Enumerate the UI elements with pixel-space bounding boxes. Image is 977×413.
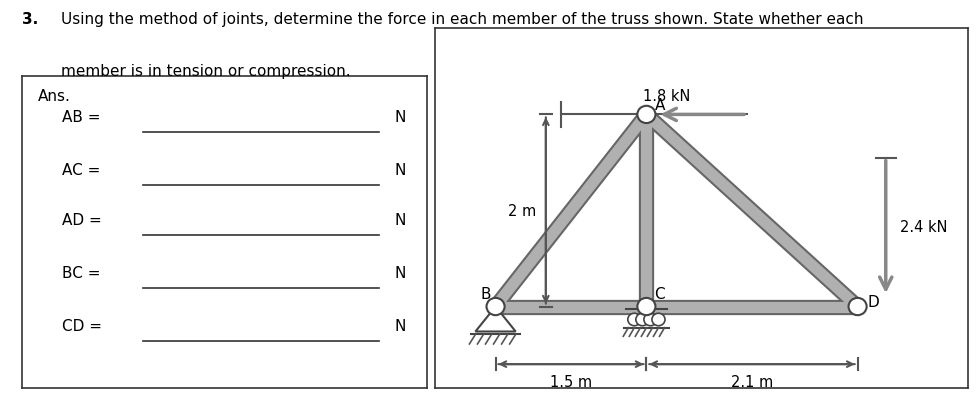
Circle shape — [635, 313, 649, 326]
Circle shape — [637, 107, 655, 124]
Circle shape — [627, 313, 640, 326]
Text: N: N — [395, 213, 405, 228]
Text: AB =: AB = — [63, 110, 101, 125]
Text: 1.5 m: 1.5 m — [549, 374, 591, 389]
Text: BC =: BC = — [63, 266, 101, 281]
Polygon shape — [475, 307, 515, 332]
Text: CD =: CD = — [63, 319, 102, 334]
Circle shape — [486, 298, 504, 316]
Text: 3.: 3. — [21, 12, 38, 27]
Text: C: C — [654, 286, 664, 301]
Text: N: N — [395, 163, 405, 178]
Text: B: B — [480, 286, 490, 301]
Text: N: N — [395, 319, 405, 334]
Circle shape — [637, 298, 655, 316]
Text: Using the method of joints, determine the force in each member of the truss show: Using the method of joints, determine th… — [61, 12, 863, 27]
Text: 2 m: 2 m — [507, 204, 535, 218]
Text: N: N — [395, 110, 405, 125]
Text: AC =: AC = — [63, 163, 101, 178]
Text: AD =: AD = — [63, 213, 102, 228]
Circle shape — [652, 313, 664, 326]
Text: 2.1 m: 2.1 m — [730, 374, 773, 389]
Text: A: A — [654, 97, 664, 112]
Circle shape — [643, 313, 657, 326]
Text: Ans.: Ans. — [38, 89, 70, 104]
Text: 1.8 kN: 1.8 kN — [642, 89, 690, 104]
Text: 2.4 kN: 2.4 kN — [899, 220, 947, 235]
Text: D: D — [867, 295, 878, 310]
Text: member is in tension or compression.: member is in tension or compression. — [61, 64, 350, 79]
Text: N: N — [395, 266, 405, 281]
Circle shape — [848, 298, 866, 316]
